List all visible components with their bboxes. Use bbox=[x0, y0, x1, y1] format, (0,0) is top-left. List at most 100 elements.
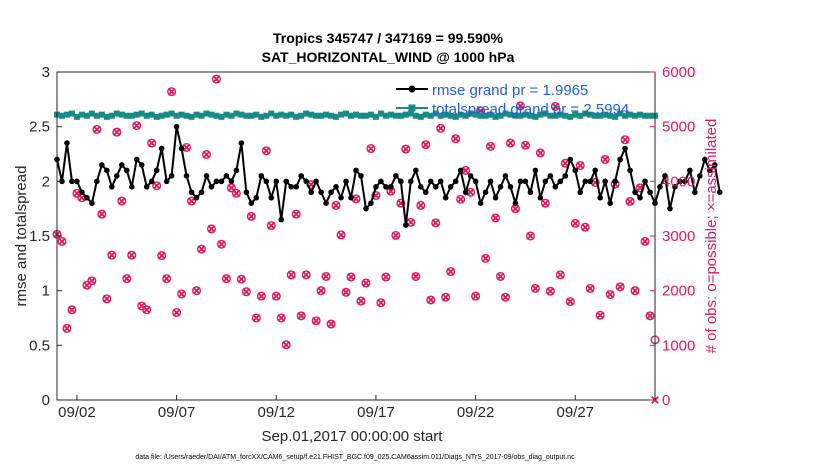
rmse-point bbox=[338, 194, 344, 201]
rmse-point bbox=[213, 178, 220, 185]
obs-layer bbox=[52, 74, 660, 404]
totalspread-point bbox=[542, 110, 549, 117]
totalspread-point bbox=[218, 113, 225, 120]
obs-assimilated-point bbox=[272, 292, 281, 300]
obs-possible-point bbox=[431, 218, 441, 228]
obs-possible-point bbox=[625, 197, 635, 207]
obs-possible-point bbox=[152, 181, 162, 191]
rmse-point bbox=[328, 189, 334, 196]
totalspread-layer bbox=[54, 110, 658, 120]
rmse-point bbox=[283, 178, 290, 185]
rmse-point bbox=[233, 167, 240, 174]
obs-assimilated-point bbox=[571, 219, 580, 228]
rmse-point bbox=[587, 178, 594, 185]
obs-possible-point bbox=[246, 211, 256, 221]
obs-possible-point bbox=[585, 283, 595, 293]
obs-possible-point bbox=[197, 244, 207, 254]
rmse-point bbox=[238, 140, 245, 146]
rmse-point bbox=[258, 173, 265, 179]
rmse-point bbox=[632, 189, 638, 196]
totalspread-point bbox=[407, 110, 414, 117]
obs-possible-point bbox=[505, 138, 515, 148]
totalspread-point bbox=[572, 111, 579, 118]
totalspread-point bbox=[88, 110, 95, 117]
x-tick-label: 09/22 bbox=[457, 404, 495, 421]
obs-assimilated-point bbox=[332, 201, 340, 210]
obs-assimilated-point bbox=[556, 270, 565, 279]
totalspread-point bbox=[547, 112, 554, 119]
rmse-point bbox=[687, 167, 693, 174]
obs-assimilated-point bbox=[322, 272, 330, 281]
rmse-point bbox=[243, 189, 250, 196]
right-y-axis: 0 1000 2000 3000 4000 5000 6000 bbox=[650, 64, 695, 409]
totalspread-point bbox=[607, 112, 614, 119]
totalspread-point bbox=[632, 112, 639, 119]
rmse-point bbox=[273, 178, 280, 185]
obs-possible-point bbox=[396, 198, 406, 208]
rmse-point bbox=[89, 200, 95, 206]
totalspread-point bbox=[592, 112, 599, 119]
totalspread-point bbox=[617, 110, 624, 117]
rmse-point bbox=[557, 178, 564, 185]
obs-assimilated-point bbox=[626, 197, 634, 206]
rmse-point bbox=[477, 200, 484, 206]
rmse-point bbox=[84, 194, 90, 201]
obs-assimilated-point bbox=[392, 231, 400, 240]
totalspread-point bbox=[183, 112, 190, 119]
obs-assimilated-point bbox=[247, 212, 256, 221]
totalspread-point bbox=[333, 113, 340, 120]
obs-possible-point bbox=[241, 287, 251, 297]
obs-assimilated-point bbox=[466, 188, 475, 197]
obs-assimilated-point bbox=[242, 287, 251, 296]
y-tick-label-right: 4000 bbox=[662, 173, 695, 190]
obs-assimilated-point bbox=[352, 194, 360, 203]
obs-assimilated-point bbox=[436, 124, 445, 133]
totalspread-point bbox=[238, 111, 245, 118]
obs-assimilated-point bbox=[496, 272, 505, 281]
rmse-point bbox=[263, 178, 270, 185]
obs-assimilated-point bbox=[461, 166, 470, 175]
obs-possible-point bbox=[381, 272, 391, 282]
obs-possible-point bbox=[256, 291, 266, 301]
rmse-point bbox=[408, 178, 414, 185]
rmse-point bbox=[452, 178, 459, 185]
obs-possible-point bbox=[540, 198, 550, 208]
totalspread-point bbox=[537, 111, 544, 118]
rmse-point bbox=[542, 178, 549, 185]
obs-assimilated-point bbox=[606, 290, 614, 299]
rmse-point bbox=[109, 184, 115, 190]
totalspread-point bbox=[188, 113, 195, 120]
totalspread-point bbox=[253, 111, 260, 118]
totalspread-point bbox=[328, 112, 335, 119]
left-y-axis: 0 0.5 1 1.5 2 2.5 3 bbox=[29, 64, 62, 409]
obs-assimilated-point bbox=[282, 340, 291, 349]
totalspread-point bbox=[397, 112, 404, 119]
rmse-point bbox=[114, 173, 120, 179]
rmse-point bbox=[577, 189, 584, 196]
totalspread-point bbox=[527, 112, 534, 119]
totalspread-point bbox=[357, 112, 364, 119]
rmse-point bbox=[333, 184, 339, 190]
obs-assimilated-point bbox=[382, 273, 390, 281]
obs-assimilated-point bbox=[501, 293, 510, 302]
rmse-point bbox=[537, 194, 544, 201]
obs-possible-point bbox=[600, 154, 610, 164]
rmse-point bbox=[253, 194, 260, 201]
rmse-point bbox=[692, 189, 698, 196]
rmse-point bbox=[74, 178, 80, 185]
obs-possible-point bbox=[187, 196, 197, 206]
totalspread-point bbox=[203, 110, 210, 117]
obs-possible-point bbox=[401, 144, 411, 154]
obs-assimilated-point bbox=[387, 187, 395, 196]
rmse-point bbox=[622, 145, 628, 152]
obs-possible-point bbox=[301, 270, 311, 280]
totalspread-point bbox=[228, 112, 235, 119]
totalspread-point bbox=[128, 112, 135, 119]
obs-assimilated-point bbox=[93, 125, 101, 134]
rmse-point bbox=[507, 184, 514, 190]
totalspread-point bbox=[552, 112, 559, 119]
totalspread-point bbox=[437, 112, 444, 119]
obs-assimilated-point bbox=[262, 146, 271, 155]
rmse-point bbox=[94, 178, 100, 185]
y-tick-label-right: 5000 bbox=[662, 119, 695, 136]
